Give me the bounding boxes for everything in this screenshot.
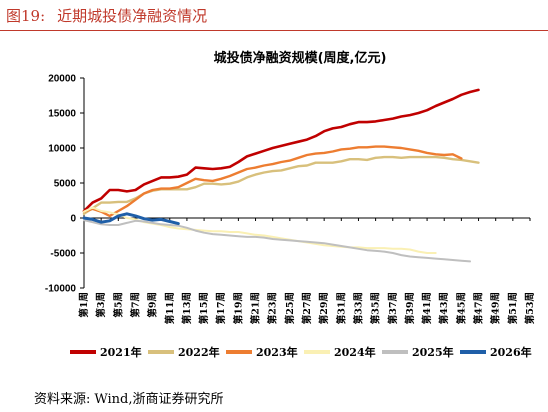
y-tick-label: 15000 (48, 109, 76, 120)
source-text: Wind,浙商证券研究所 (94, 392, 224, 407)
x-tick-label: 第13周 (181, 292, 193, 324)
x-tick-label: 第41周 (421, 292, 433, 324)
legend-label: 2024年 (334, 345, 376, 359)
legend-label: 2021年 (100, 345, 142, 359)
plot-series (82, 88, 480, 263)
x-tick-label: 第3周 (95, 292, 107, 318)
legend-label: 2025年 (412, 345, 454, 359)
y-tick-label: -10000 (45, 284, 77, 295)
series-line-2023年 (82, 145, 463, 218)
y-tick-label: -5000 (50, 249, 76, 260)
x-tick-label: 第23周 (267, 292, 279, 324)
legend-label: 2026年 (490, 345, 532, 359)
legend-label: 2023年 (256, 345, 298, 359)
x-tick-label: 第15周 (198, 292, 210, 324)
x-tick-label: 第37周 (387, 292, 399, 324)
legend: 2021年 2022年 2023年 2024年 2025年 2026年 (70, 345, 532, 359)
y-axis: -10000 -5000 0 5000 10000 15000 20000 (45, 74, 85, 295)
x-axis: 第1周 第3周 第5周 第7周 第9周 第11周 第13周 第15周 第17周 第19周 第21周第… (78, 217, 536, 324)
x-tick-label: 第5周 (112, 292, 124, 318)
source-note: 资料来源: Wind,浙商证券研究所 (34, 388, 224, 407)
x-tick-label: 第19周 (232, 292, 244, 324)
figure-label: 图19: (6, 7, 46, 25)
title-rule (0, 30, 548, 31)
x-tick-label: 第11周 (164, 292, 176, 324)
y-tick-label: 10000 (48, 144, 76, 155)
series-line-2026年 (82, 212, 180, 226)
series-line-2021年 (82, 88, 480, 213)
y-tick-label: 5000 (54, 179, 77, 190)
figure-caption: 近期城投债净融资情况 (57, 7, 208, 25)
x-tick-label: 第9周 (147, 292, 159, 318)
y-tick-label: 0 (70, 214, 76, 225)
x-tick-label: 第17周 (215, 292, 227, 324)
x-tick-label: 第47周 (473, 292, 485, 324)
x-tick-label: 第7周 (129, 292, 141, 318)
series-line-2024年 (83, 206, 437, 254)
x-tick-label: 第29周 (318, 292, 330, 324)
x-tick-label: 第33周 (352, 292, 364, 324)
x-tick-label: 第27周 (301, 292, 313, 324)
legend-label: 2022年 (178, 345, 220, 359)
x-tick-label: 第25周 (284, 292, 296, 324)
chart-title: 城投债净融资规模(周度,亿元) (214, 50, 387, 66)
figure-title: 图19: 近期城投债净融资情况 (6, 5, 207, 26)
x-tick-label: 第39周 (404, 292, 416, 324)
x-tick-label: 第43周 (438, 292, 450, 324)
x-tick-label: 第1周 (78, 292, 90, 318)
x-tick-label: 第35周 (370, 292, 382, 324)
series-line-2025年 (83, 219, 471, 263)
x-tick-label: 第51周 (507, 292, 519, 324)
y-tick-label: 20000 (48, 74, 76, 85)
x-tick-label: 第49周 (490, 292, 502, 324)
x-tick-label: 第45周 (455, 292, 467, 324)
line-chart: 城投债净融资规模(周度,亿元) -10000 -5000 0 5000 10000 150… (45, 50, 536, 359)
x-tick-label: 第21周 (250, 292, 262, 324)
x-tick-label: 第53周 (524, 292, 536, 324)
source-prefix: 资料来源: (34, 392, 91, 407)
x-tick-label: 第31周 (335, 292, 347, 324)
